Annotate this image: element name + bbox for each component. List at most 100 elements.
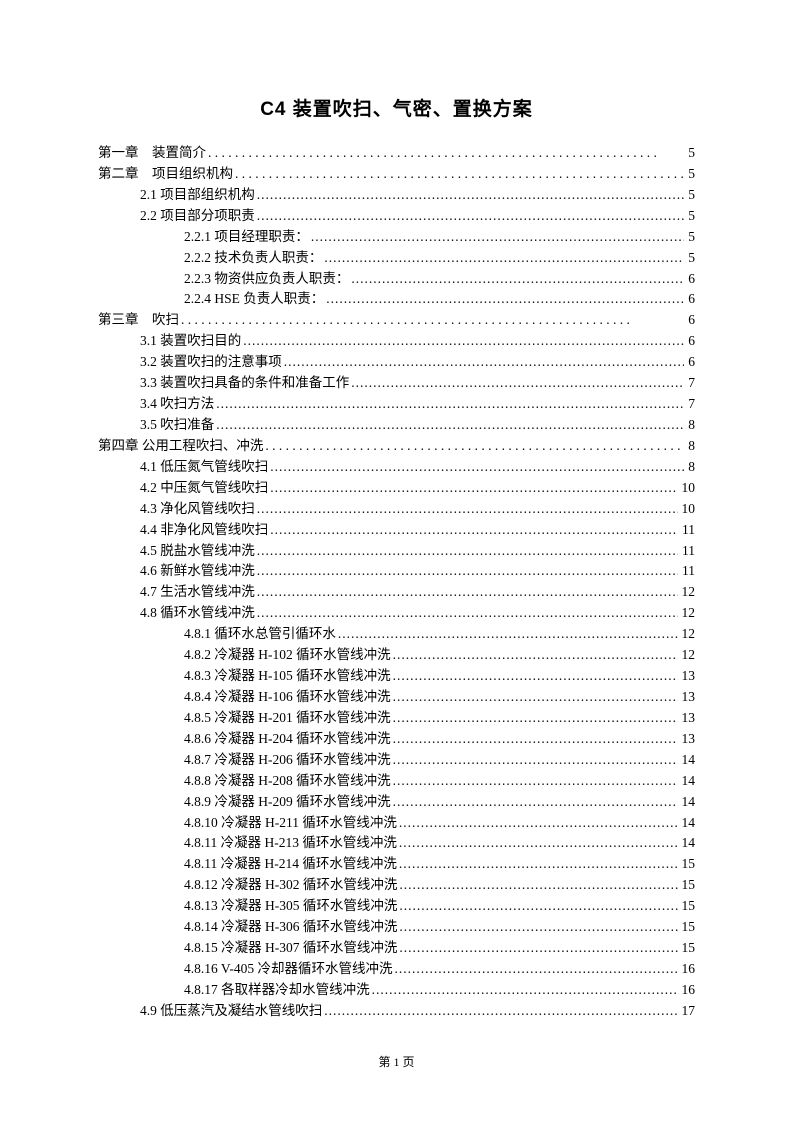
toc-label: 4.8.3 冷凝器 H-105 循环水管线冲洗 [184,666,391,687]
toc-leader-dots [399,896,677,917]
toc-label: 4.1 低压氮气管线吹扫 [140,457,268,478]
toc-row: 3.5 吹扫准备8 [98,415,695,436]
toc-row: 4.8.3 冷凝器 H-105 循环水管线冲洗 13 [98,666,695,687]
toc-row: 4.8.4 冷凝器 H-106 循环水管线冲洗13 [98,687,695,708]
toc-page-number: 12 [680,603,696,624]
toc-label: 4.4 非净化风管线吹扫 [140,520,268,541]
toc-leader-dots [351,269,684,290]
toc-label: 4.8.15 冷凝器 H-307 循环水管线冲洗 [184,938,397,959]
toc-page-number: 13 [680,729,696,750]
toc-row: 第二章 项目组织机构5 [98,164,695,185]
toc-leader-dots [216,415,684,436]
toc-page-number: 13 [680,666,696,687]
toc-label: 4.8.14 冷凝器 H-306 循环水管线冲洗 [184,917,397,938]
toc-row: 4.8.5 冷凝器 H-201 循环水管线冲洗13 [98,708,695,729]
toc-label: 3.1 装置吹扫目的 [140,331,241,352]
toc-page-number: 17 [680,1001,696,1022]
toc-label: 2.2.2 技术负责人职责： [184,248,322,269]
toc-row: 4.8.1 循环水总管引循环水 12 [98,624,695,645]
toc-label: 4.9 低压蒸汽及凝结水管线吹扫 [140,1001,322,1022]
toc-row: 3.1 装置吹扫目的6 [98,331,695,352]
toc-leader-dots [393,645,678,666]
page-footer: 第 1 页 [0,1053,793,1070]
toc-row: 4.6 新鲜水管线冲洗 11 [98,561,695,582]
toc-page-number: 6 [686,352,695,373]
toc-leader-dots [372,980,678,1001]
toc-page-number: 12 [680,582,696,603]
toc-row: 2.2.3 物资供应负责人职责： 6 [98,269,695,290]
toc-leader-dots [399,938,677,959]
toc-row: 2.2.2 技术负责人职责： 5 [98,248,695,269]
toc-label: 第四章 公用工程吹扫、冲洗 [98,436,263,457]
toc-page-number: 15 [680,938,696,959]
toc-row: 4.9 低压蒸汽及凝结水管线吹扫 17 [98,1001,695,1022]
toc-leader-dots [324,248,684,269]
toc-page-number: 14 [680,792,696,813]
toc-row: 4.8.9 冷凝器 H-209 循环水管线冲洗14 [98,792,695,813]
toc-leader-dots [257,541,678,562]
toc-row: 3.2 装置吹扫的注意事项6 [98,352,695,373]
toc-leader-dots [257,603,678,624]
toc-row: 4.8 循环水管线冲洗 12 [98,603,695,624]
toc-row: 2.2.1 项目经理职责：5 [98,227,695,248]
toc-leader-dots [270,457,684,478]
toc-row: 4.8.16 V-405 冷却器循环水管线冲洗 16 [98,959,695,980]
toc-label: 4.7 生活水管线冲洗 [140,582,255,603]
toc-page-number: 16 [680,959,696,980]
toc-leader-dots [399,813,678,834]
toc-leader-dots [393,666,678,687]
toc-row: 4.5 脱盐水管线冲洗11 [98,541,695,562]
toc-label: 4.8.6 冷凝器 H-204 循环水管线冲洗 [184,729,391,750]
toc-leader-dots [351,373,684,394]
toc-label: 4.6 新鲜水管线冲洗 [140,561,255,582]
toc-page-number: 14 [680,833,696,854]
toc-leader-dots [311,227,684,248]
toc-row: 4.7 生活水管线冲洗 12 [98,582,695,603]
toc-label: 4.8.8 冷凝器 H-208 循环水管线冲洗 [184,771,391,792]
toc-row: 4.3 净化风管线吹扫10 [98,499,695,520]
toc-page-number: 5 [686,143,695,164]
toc-leader-dots [257,185,685,206]
toc-label: 4.8.2 冷凝器 H-102 循环水管线冲洗 [184,645,391,666]
toc-leader-dots [257,582,678,603]
toc-page-number: 6 [686,310,695,331]
toc-row: 4.1 低压氮气管线吹扫 8 [98,457,695,478]
toc-leader-dots [216,394,684,415]
toc-leader-dots [393,729,678,750]
toc-page-number: 11 [680,520,695,541]
toc-label: 4.8.13 冷凝器 H-305 循环水管线冲洗 [184,896,397,917]
toc-page-number: 7 [686,373,695,394]
toc-page-number: 15 [680,917,696,938]
toc-page-number: 5 [686,185,695,206]
toc-page-number: 5 [686,248,695,269]
toc-page-number: 12 [680,624,696,645]
toc-leader-dots [326,289,684,310]
toc-page-number: 16 [680,980,696,1001]
toc-label: 第一章 装置简介 [98,143,206,164]
toc-page-number: 6 [686,289,695,310]
toc-page-number: 8 [686,457,695,478]
toc-leader-dots [284,352,685,373]
table-of-contents: 第一章 装置简介5第二章 项目组织机构52.1 项目部组织机构52.2 项目部分… [98,143,695,1022]
toc-page-number: 6 [686,269,695,290]
toc-label: 2.2.3 物资供应负责人职责： [184,269,349,290]
toc-page-number: 11 [680,561,695,582]
toc-label: 4.8 循环水管线冲洗 [140,603,255,624]
toc-row: 4.8.15 冷凝器 H-307 循环水管线冲洗 15 [98,938,695,959]
toc-label: 4.8.4 冷凝器 H-106 循环水管线冲洗 [184,687,391,708]
toc-label: 4.8.16 V-405 冷却器循环水管线冲洗 [184,959,393,980]
toc-label: 4.8.10 冷凝器 H-211 循环水管线冲洗 [184,813,397,834]
toc-leader-dots [235,164,684,185]
toc-row: 2.2 项目部分项职责5 [98,206,695,227]
toc-label: 2.2.4 HSE 负责人职责： [184,289,324,310]
toc-label: 4.8.12 冷凝器 H-302 循环水管线冲洗 [184,875,397,896]
toc-label: 3.5 吹扫准备 [140,415,214,436]
toc-label: 4.8.11 冷凝器 H-214 循环水管线冲洗 [184,854,397,875]
toc-leader-dots [324,1001,677,1022]
toc-leader-dots [243,331,684,352]
toc-row: 4.8.10 冷凝器 H-211 循环水管线冲洗14 [98,813,695,834]
toc-row: 4.8.8 冷凝器 H-208 循环水管线冲洗14 [98,771,695,792]
toc-label: 第三章 吹扫 [98,310,179,331]
toc-leader-dots [393,708,678,729]
toc-label: 4.8.1 循环水总管引循环水 [184,624,336,645]
